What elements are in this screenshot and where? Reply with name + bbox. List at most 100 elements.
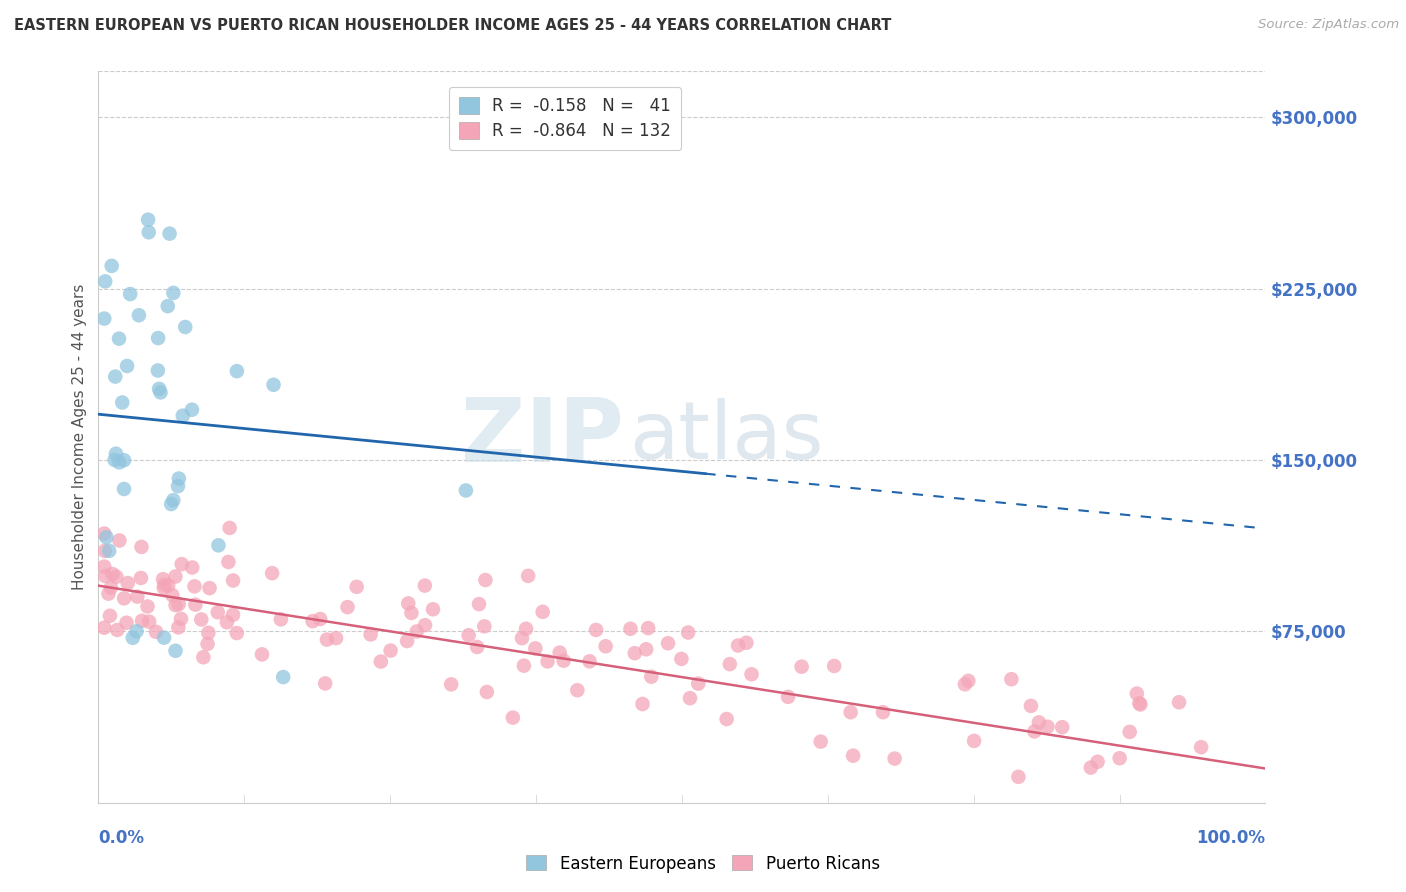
Point bbox=[153, 578, 176, 592]
Point bbox=[619, 622, 641, 636]
Point bbox=[115, 359, 138, 373]
Point bbox=[578, 654, 600, 668]
Text: 100.0%: 100.0% bbox=[1197, 829, 1265, 847]
Point bbox=[1019, 698, 1042, 713]
Point bbox=[413, 618, 436, 632]
Point bbox=[222, 574, 245, 588]
Point bbox=[823, 659, 845, 673]
Point bbox=[810, 734, 832, 748]
Point bbox=[718, 657, 741, 672]
Point bbox=[1126, 687, 1149, 701]
Point bbox=[517, 569, 540, 583]
Point bbox=[263, 377, 285, 392]
Point bbox=[515, 622, 537, 636]
Point bbox=[108, 455, 131, 469]
Point bbox=[440, 677, 463, 691]
Point bbox=[839, 705, 862, 719]
Point bbox=[162, 493, 184, 508]
Point bbox=[160, 497, 183, 511]
Point bbox=[96, 530, 118, 544]
Point bbox=[111, 395, 134, 409]
Point bbox=[465, 640, 488, 654]
Point bbox=[93, 559, 115, 574]
Point bbox=[536, 654, 558, 668]
Point bbox=[170, 557, 193, 571]
Point bbox=[380, 643, 402, 657]
Point bbox=[595, 640, 617, 654]
Legend: Eastern Europeans, Puerto Ricans: Eastern Europeans, Puerto Ricans bbox=[520, 848, 886, 880]
Point bbox=[472, 619, 495, 633]
Point bbox=[170, 612, 193, 626]
Point bbox=[1129, 698, 1152, 712]
Point bbox=[1036, 720, 1059, 734]
Point bbox=[148, 382, 170, 396]
Point bbox=[138, 225, 160, 239]
Point bbox=[325, 631, 347, 645]
Point bbox=[174, 320, 197, 334]
Point bbox=[1189, 740, 1212, 755]
Point bbox=[215, 615, 238, 630]
Point bbox=[567, 683, 589, 698]
Point bbox=[657, 636, 679, 650]
Point bbox=[167, 620, 190, 634]
Point bbox=[316, 632, 339, 647]
Point bbox=[640, 670, 662, 684]
Text: ZIP: ZIP bbox=[461, 393, 624, 481]
Point bbox=[735, 636, 758, 650]
Point bbox=[727, 639, 749, 653]
Point bbox=[262, 566, 284, 581]
Point bbox=[531, 605, 554, 619]
Point bbox=[167, 597, 190, 611]
Point bbox=[676, 625, 699, 640]
Point bbox=[217, 555, 239, 569]
Point bbox=[207, 538, 229, 552]
Point bbox=[401, 606, 423, 620]
Point bbox=[128, 308, 150, 322]
Point bbox=[1007, 770, 1029, 784]
Point bbox=[396, 596, 419, 610]
Point bbox=[131, 614, 153, 628]
Point bbox=[105, 570, 128, 584]
Point bbox=[125, 624, 148, 639]
Point bbox=[716, 712, 738, 726]
Point bbox=[741, 667, 763, 681]
Point bbox=[468, 597, 491, 611]
Point bbox=[413, 578, 436, 592]
Point bbox=[250, 648, 273, 662]
Point bbox=[207, 605, 229, 619]
Point bbox=[1087, 755, 1109, 769]
Point bbox=[183, 579, 205, 593]
Point bbox=[152, 572, 174, 586]
Point bbox=[218, 521, 240, 535]
Y-axis label: Householder Income Ages 25 - 44 years: Householder Income Ages 25 - 44 years bbox=[72, 284, 87, 591]
Point bbox=[94, 569, 117, 583]
Point bbox=[156, 299, 179, 313]
Point bbox=[475, 685, 498, 699]
Text: 0.0%: 0.0% bbox=[98, 829, 145, 847]
Point bbox=[524, 641, 547, 656]
Point bbox=[138, 615, 160, 629]
Point bbox=[146, 363, 169, 377]
Point bbox=[184, 598, 207, 612]
Point bbox=[842, 748, 865, 763]
Point bbox=[636, 642, 658, 657]
Point bbox=[94, 544, 117, 558]
Point bbox=[405, 624, 427, 639]
Point bbox=[104, 453, 127, 467]
Point bbox=[165, 598, 187, 612]
Point bbox=[115, 615, 138, 630]
Point bbox=[454, 483, 477, 498]
Point bbox=[153, 631, 176, 645]
Point bbox=[105, 623, 128, 637]
Point bbox=[457, 628, 479, 642]
Point bbox=[136, 212, 159, 227]
Point bbox=[336, 600, 359, 615]
Legend: R =  -0.158   N =   41, R =  -0.864   N = 132: R = -0.158 N = 41, R = -0.864 N = 132 bbox=[449, 87, 682, 150]
Point bbox=[167, 479, 190, 493]
Point bbox=[93, 526, 115, 541]
Point bbox=[872, 705, 894, 719]
Point bbox=[548, 646, 571, 660]
Point bbox=[108, 533, 131, 548]
Point bbox=[197, 637, 219, 651]
Point bbox=[631, 697, 654, 711]
